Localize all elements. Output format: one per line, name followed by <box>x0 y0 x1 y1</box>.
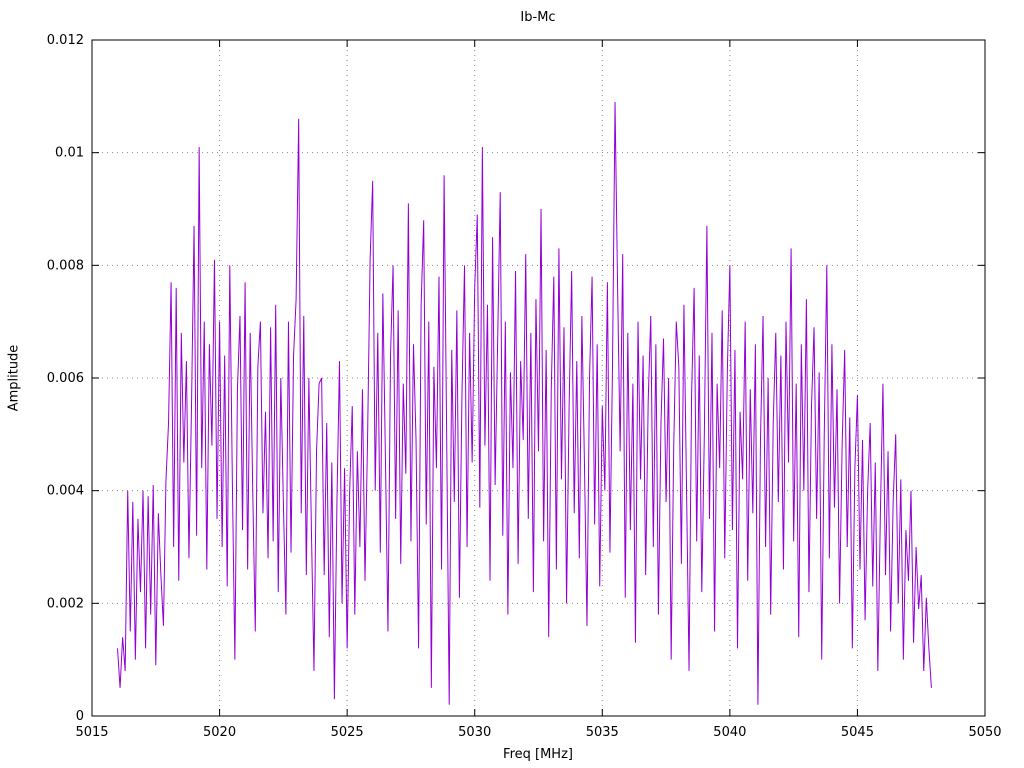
x-tick-label: 5035 <box>586 725 619 740</box>
y-axis-label: Amplitude <box>6 344 22 412</box>
x-tick-label: 5020 <box>203 725 236 740</box>
y-tick-label: 0 <box>76 709 84 724</box>
y-tick-label: 0.012 <box>47 33 84 48</box>
y-tick-label: 0.004 <box>47 484 84 499</box>
spectrum-trace <box>117 101 932 705</box>
x-tick-label: 5045 <box>841 725 874 740</box>
y-tick-label: 0.006 <box>47 371 84 386</box>
x-tick-label: 5030 <box>458 725 491 740</box>
chart-title: Ib-Mc <box>520 10 556 25</box>
y-tick-label: 0.002 <box>47 596 84 611</box>
x-tick-label: 5050 <box>968 725 1001 740</box>
x-tick-label: 5015 <box>75 725 108 740</box>
y-tick-label: 0.008 <box>47 258 84 273</box>
x-tick-label: 5040 <box>713 725 746 740</box>
plot-border <box>91 39 986 717</box>
x-axis-label: Freq [MHz] <box>503 747 573 762</box>
y-tick-label: 0.01 <box>55 146 84 161</box>
x-tick-label: 5025 <box>331 725 364 740</box>
